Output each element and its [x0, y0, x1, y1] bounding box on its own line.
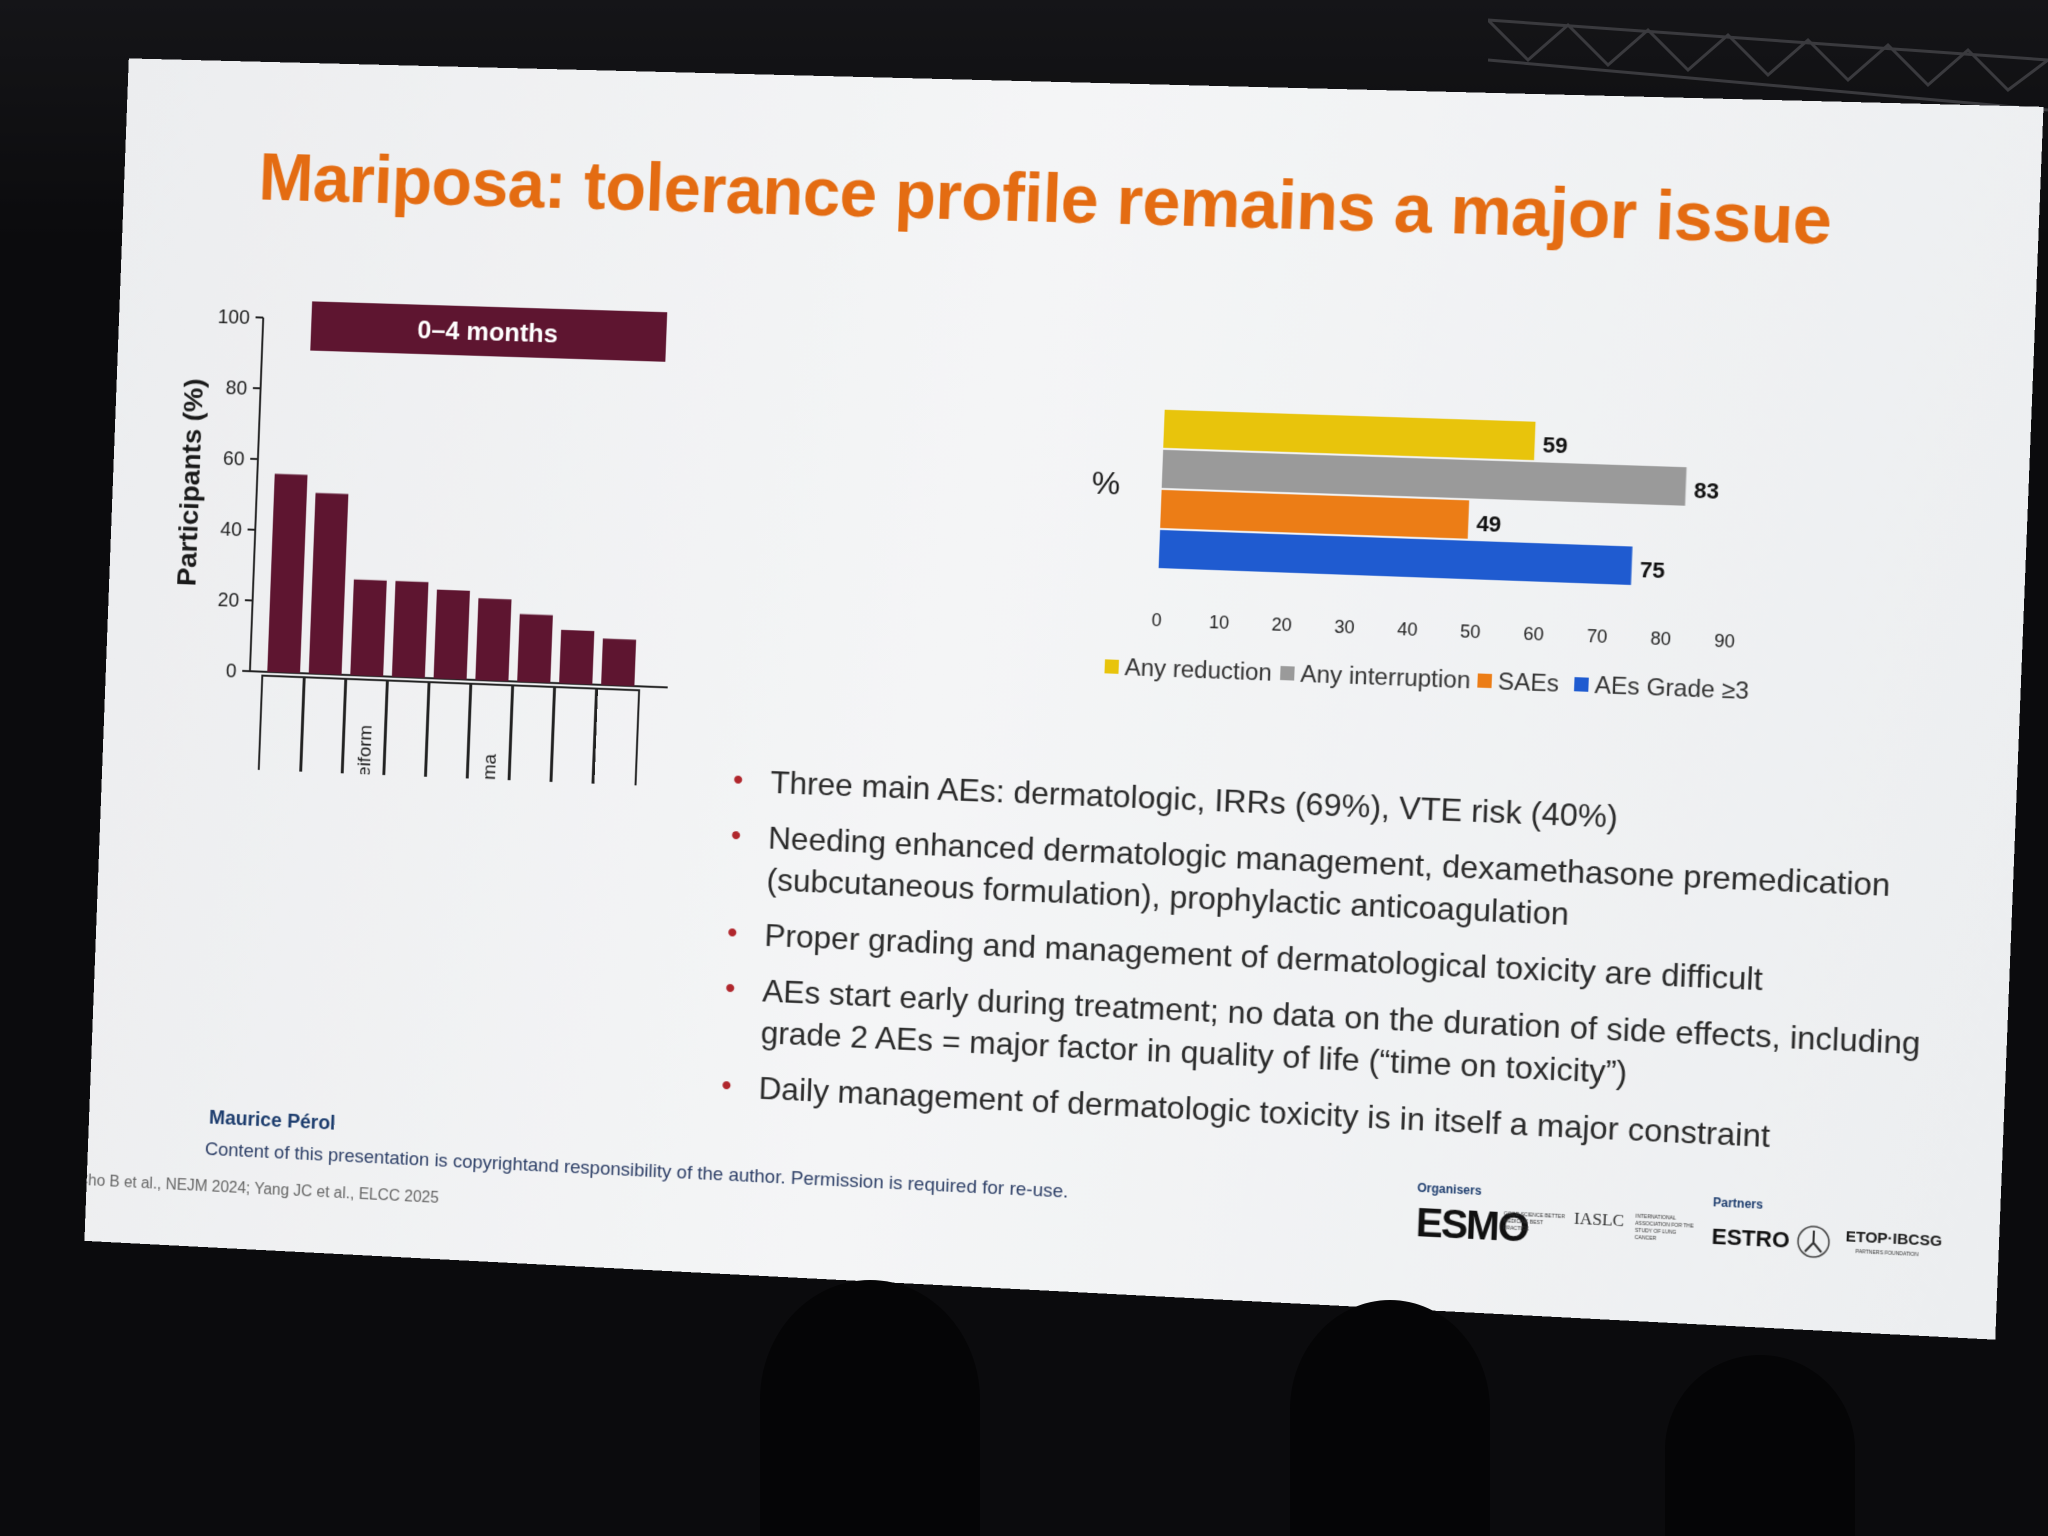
data-label: 49	[1476, 511, 1502, 537]
iaslc-logo: IASLC	[1574, 1209, 1625, 1232]
legend-swatch	[1280, 666, 1295, 681]
category-box	[254, 676, 305, 788]
etop-tagline: PARTNERS FOUNDATION	[1855, 1249, 1948, 1261]
bar-pruritus	[517, 614, 553, 683]
x-tick-label: 60	[1523, 623, 1544, 644]
bar-aes-grade-3	[1159, 530, 1633, 585]
y-tick-label: 60	[223, 448, 245, 471]
bar-saes	[1160, 490, 1469, 539]
iaslc-tagline: INTERNATIONAL ASSOCIATION FOR THE STUDY …	[1634, 1214, 1697, 1245]
slide-title: Mariposa: tolerance profile remains a ma…	[257, 138, 1833, 260]
x-tick-label: 90	[1714, 630, 1735, 651]
legend-swatch	[1574, 677, 1589, 692]
bar-fatigue	[559, 630, 594, 685]
dose-modification-bar-chart: % 59 83 49 75 0 10 20 30 40 50 60 70 80 90 Any reduc…	[1063, 403, 1784, 741]
x-tick-label: 70	[1587, 626, 1608, 647]
y-tick-label: 100	[217, 306, 250, 329]
bar-vte-	[434, 590, 470, 680]
bar-dermatitis-acneiform	[350, 579, 387, 676]
author-name: Maurice Pérol	[209, 1107, 336, 1136]
bar-rash	[267, 474, 307, 673]
adverse-events-bar-chart: Participants (%) 020406080100 RashParony…	[150, 256, 713, 788]
x-tick-label: 20	[1271, 614, 1292, 635]
x-tick-label: 10	[1209, 612, 1230, 633]
partner-emblem-icon	[1795, 1224, 1831, 1260]
bar-dry-skin	[601, 639, 636, 687]
category-label: Peripheral edema	[474, 753, 500, 788]
y-tick-label: 20	[217, 589, 239, 612]
audience-silhouettes	[0, 1260, 2048, 1536]
data-label: 59	[1542, 432, 1568, 458]
key-points-list: Three main AEs: dermatologic, IRRs (69%)…	[720, 760, 1987, 1182]
x-axis-unit-label: %	[1091, 464, 1121, 501]
etop-ibcsg-logo: ETOP·IBCSG	[1845, 1228, 1942, 1250]
legend-label: AEs Grade ≥3	[1594, 673, 1749, 706]
x-tick-label: 40	[1397, 619, 1418, 640]
y-axis-label: Participants (%)	[171, 378, 209, 586]
y-tick-label: 0	[225, 660, 237, 682]
legend-swatch	[1477, 673, 1492, 688]
y-tick-label: 80	[225, 377, 247, 400]
x-tick-label: 80	[1650, 628, 1671, 649]
bar-paronychia	[309, 493, 349, 675]
period-banner-label: 0–4 months	[417, 316, 559, 348]
data-label: 83	[1693, 477, 1719, 503]
legend-label: SAEs	[1497, 669, 1559, 698]
data-label: 75	[1639, 557, 1665, 584]
esmo-tagline: GOOD SCIENCE BETTER MEDICINE BEST PRACTI…	[1503, 1211, 1565, 1235]
bar-peripheral-edema	[475, 598, 511, 681]
category-box	[587, 689, 639, 788]
category-label: Dermatitis acneiform	[349, 724, 376, 787]
y-axis-line	[250, 318, 263, 672]
x-tick-label: 30	[1334, 616, 1355, 637]
x-tick-label: 50	[1460, 621, 1481, 642]
x-tick-label: 0	[1151, 610, 1162, 631]
legend-swatch	[1104, 659, 1119, 674]
legend-label: Any interruption	[1300, 661, 1471, 694]
bar-stomatitis	[392, 581, 429, 678]
references: Cho B et al., NEJM 2024; Yang JC et al.,…	[84, 1172, 439, 1208]
category-box	[545, 687, 597, 788]
estro-logo: ESTRO	[1711, 1224, 1790, 1254]
presentation-slide: Mariposa: tolerance profile remains a ma…	[84, 58, 2043, 1339]
partners-label: Partners	[1713, 1195, 1764, 1212]
organisers-label: Organisers	[1417, 1181, 1482, 1198]
legend-label: Any reduction	[1124, 655, 1272, 687]
y-tick-label: 40	[220, 519, 242, 542]
